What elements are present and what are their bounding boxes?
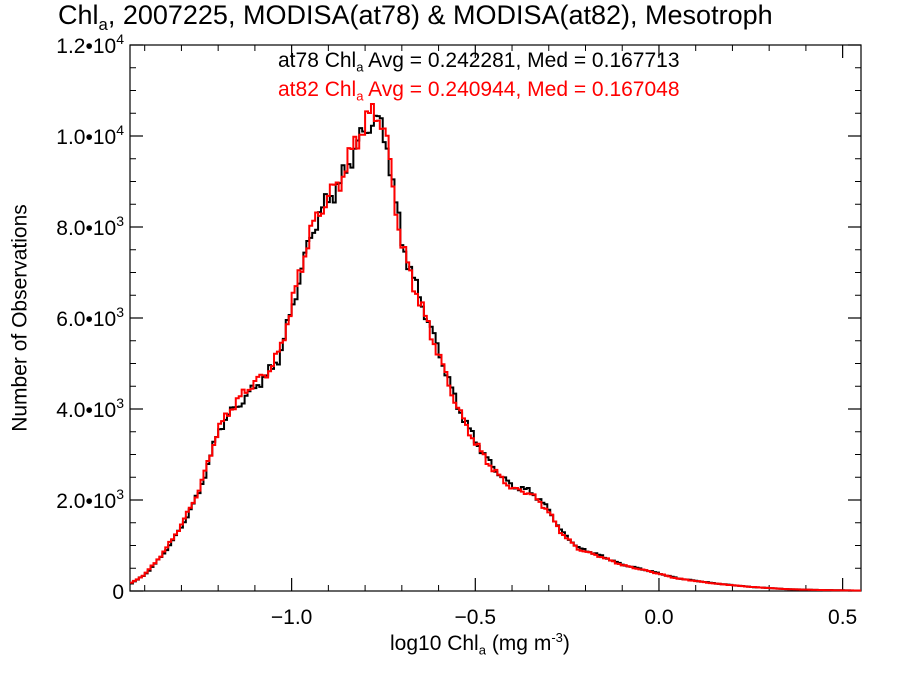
x-tick-label: −1.0 — [271, 606, 312, 629]
y-tick-label: 2.0•103 — [56, 486, 124, 513]
stat-at82-post: Avg = 0.240944, Med = 0.167048 — [363, 78, 680, 101]
x-tick-label: 0.0 — [644, 606, 673, 629]
x-axis-label: log10 Chla (mg m-3) — [390, 630, 570, 656]
y-tick-exponent: 4 — [116, 31, 124, 47]
y-tick-label: 4.0•103 — [56, 395, 124, 422]
xlabel-sub: a — [478, 642, 486, 658]
y-tick-exponent: 3 — [116, 304, 124, 320]
series-layer — [130, 103, 861, 592]
y-tick-exponent: 3 — [116, 486, 124, 502]
title-main: Chl — [58, 0, 99, 30]
x-tick-label: 0.5 — [828, 606, 857, 629]
y-ticks: 0 2.0•103 4.0•103 6.0•103 8.0•103 1.0•104 1.2•… — [56, 31, 861, 604]
series-at78-line — [130, 114, 861, 592]
x-ticks: −1.0 −0.5 0.0 0.5 — [271, 45, 857, 629]
chart-title: Chla, 2007225, MODISA(at78) & MODISA(at8… — [58, 0, 773, 33]
y-tick-label: 1.2•104 — [56, 31, 124, 58]
xlabel-main: log10 Chl — [390, 632, 479, 655]
stat-at78-pre: at78 Chl — [278, 49, 357, 72]
y-tick-label: 8.0•103 — [56, 213, 124, 240]
minor-ticks — [130, 45, 861, 591]
stat-at82-pre: at82 Chl — [278, 78, 357, 101]
y-tick-label: 1.0•104 — [56, 122, 124, 149]
x-tick-label: −0.5 — [455, 606, 496, 629]
stat-at78-sub: a — [356, 59, 364, 75]
series-at82-line — [130, 103, 861, 592]
y-tick-exponent: 3 — [116, 395, 124, 411]
stat-at78: at78 Chla Avg = 0.242281, Med = 0.167713 — [278, 49, 680, 74]
plot-frame — [129, 44, 862, 592]
title-subscript: a — [98, 14, 108, 34]
xlabel-sup: -3 — [551, 630, 563, 646]
y-axis-label: Number of Observations — [8, 204, 32, 432]
xlabel-end: ) — [562, 632, 570, 655]
xlabel-rest: (mg m — [485, 632, 552, 655]
title-rest: , 2007225, MODISA(at78) & MODISA(at82), … — [107, 0, 773, 30]
y-tick-exponent: 3 — [116, 213, 124, 229]
y-tick-label: 0 — [112, 581, 124, 604]
stat-at78-post: Avg = 0.242281, Med = 0.167713 — [363, 49, 680, 72]
stat-at82: at82 Chla Avg = 0.240944, Med = 0.167048 — [278, 78, 680, 103]
y-tick-label: 6.0•103 — [56, 304, 124, 331]
y-tick-exponent: 4 — [116, 122, 124, 138]
stat-at82-sub: a — [356, 88, 364, 104]
